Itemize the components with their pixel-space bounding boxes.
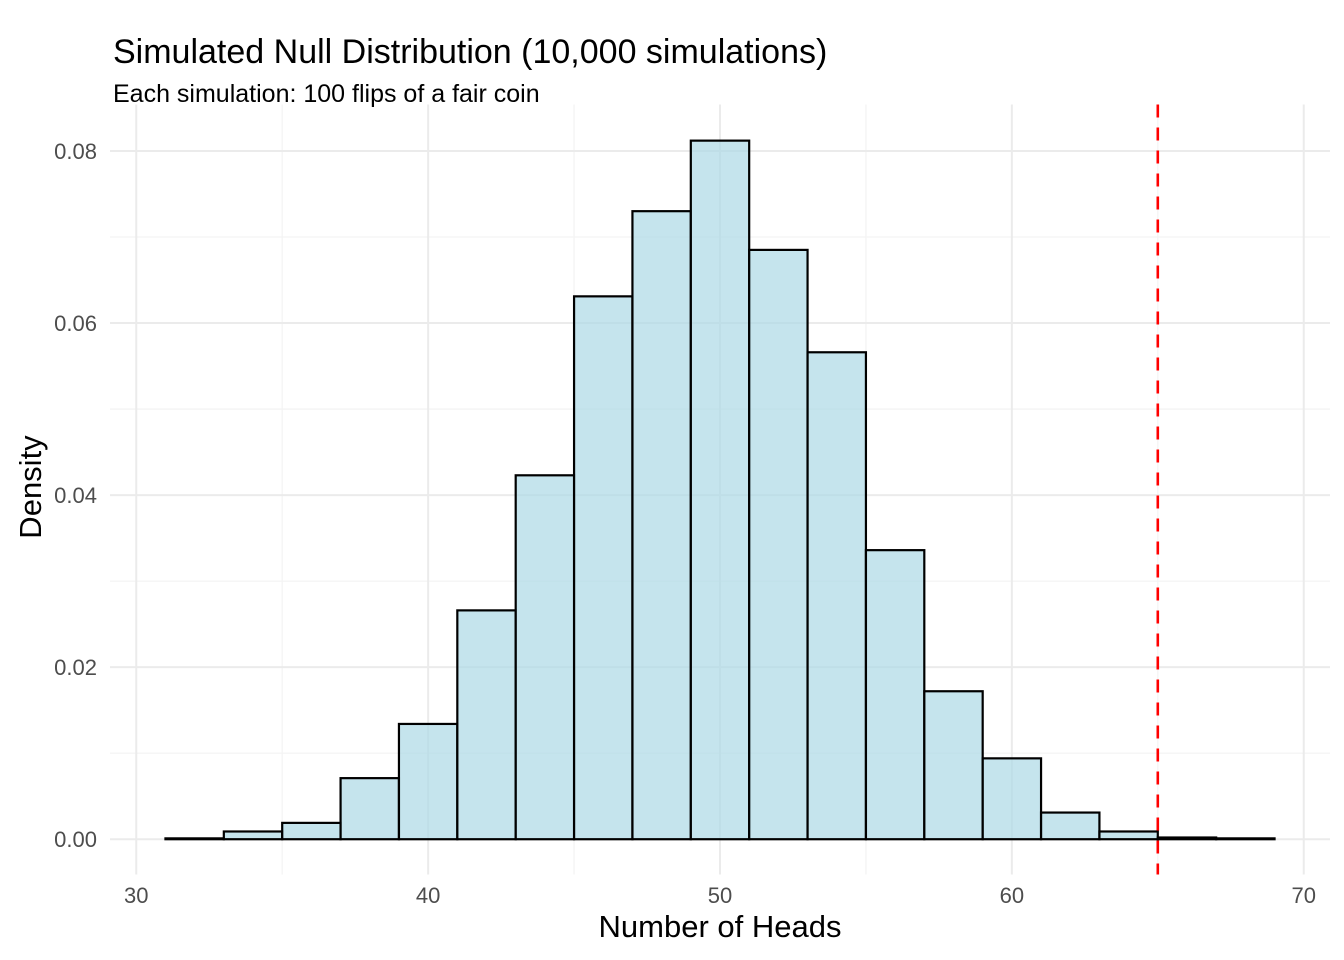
y-tick-label: 0.02 [54,655,97,680]
histogram-bar [981,757,1043,841]
x-tick-label: 30 [124,883,148,908]
histogram-bar [281,821,342,841]
chart-subtitle: Each simulation: 100 flips of a fair coi… [113,79,540,108]
histogram-bar [572,295,634,841]
y-tick-label: 0.04 [54,483,97,508]
histogram-bar [1215,837,1276,841]
histogram-bar [514,474,576,841]
y-axis-title: Density [13,435,48,539]
histogram-bar [1156,836,1218,841]
histogram-bar [806,351,868,841]
chart-title: Simulated Null Distribution (10,000 simu… [113,32,828,71]
histogram-bar [222,830,284,841]
histogram-bar [339,777,401,841]
y-tick-label: 0.06 [54,311,97,336]
histogram-bar [923,690,984,841]
x-tick-label: 50 [708,883,732,908]
histogram-bar [397,722,459,841]
x-tick-label: 70 [1291,883,1315,908]
x-tick-label: 40 [416,883,440,908]
x-axis-title: Number of Heads [598,909,842,944]
x-tick-label: 60 [1000,883,1024,908]
histogram-bar [164,837,225,841]
histogram-bar [1039,811,1101,841]
y-tick-label: 0.08 [54,139,97,164]
histogram-bar [748,248,809,841]
histogram-bar [456,609,517,841]
histogram-bar [864,549,926,841]
histogram-bar [631,210,692,841]
histogram-bar [1098,830,1159,841]
histogram-bar [689,139,751,841]
y-tick-label: 0.00 [54,827,97,852]
